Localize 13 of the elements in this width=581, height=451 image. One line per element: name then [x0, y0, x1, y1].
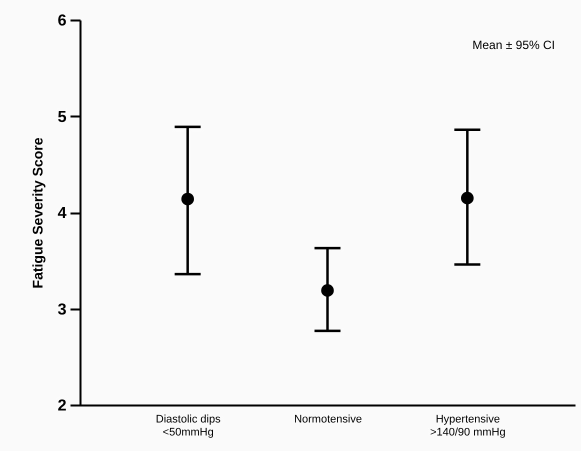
x-tick-label: Normotensive — [294, 414, 362, 426]
point — [461, 192, 474, 204]
point — [181, 192, 194, 206]
y-axis-title: Fatigue Severity Score — [30, 137, 46, 288]
y-tick-label: 4 — [58, 205, 67, 222]
y-tick-label: 3 — [58, 301, 67, 318]
y-tick-label: 6 — [58, 12, 67, 30]
point — [321, 284, 334, 297]
y-tick-label: 2 — [58, 398, 67, 414]
x-tick-label: Diastolic dips <50mmHg — [156, 414, 222, 438]
y-tick-label: 5 — [58, 108, 67, 126]
annotation: Mean ± 95% CI — [472, 38, 555, 52]
x-tick-label: Hypertensive >140/90 mmHg — [430, 414, 506, 438]
